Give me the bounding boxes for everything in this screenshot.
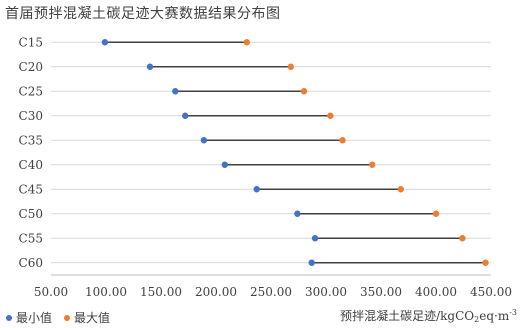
x-axis-label-prefix: 预拌混凝土碳足迹/kgCO bbox=[340, 309, 475, 323]
max-point bbox=[287, 63, 294, 70]
min-point bbox=[101, 39, 109, 46]
min-point bbox=[200, 137, 208, 144]
x-axis-label-mid: eq·m bbox=[479, 309, 510, 323]
y-tick-label: C55 bbox=[19, 231, 43, 245]
min-point bbox=[146, 63, 154, 70]
legend-max-label: 最大值 bbox=[74, 311, 111, 325]
legend-item-max: 最大值 bbox=[64, 309, 110, 326]
x-tick-label: 50.00 bbox=[34, 285, 68, 299]
y-tick-label: C60 bbox=[19, 256, 43, 270]
x-tick-label: 350.00 bbox=[360, 285, 402, 299]
y-tick-label: C30 bbox=[19, 109, 43, 123]
max-point bbox=[432, 210, 440, 217]
min-point bbox=[253, 186, 260, 193]
x-tick-label: 250.00 bbox=[250, 285, 292, 299]
max-point bbox=[327, 112, 334, 119]
max-point bbox=[300, 88, 308, 95]
legend-min-label: 最小值 bbox=[16, 311, 53, 325]
max-point bbox=[397, 186, 404, 193]
max-point bbox=[459, 235, 466, 242]
x-tick-label: 100.00 bbox=[85, 285, 127, 299]
x-tick-label: 400.00 bbox=[415, 285, 457, 299]
max-point bbox=[339, 137, 346, 144]
legend: 最小值 最大值 bbox=[6, 309, 122, 326]
min-point bbox=[311, 235, 319, 242]
chart-title: 首届预拌混凝土碳足迹大赛数据结果分布图 bbox=[5, 6, 281, 22]
y-tick-label: C20 bbox=[19, 60, 43, 74]
min-point bbox=[294, 210, 301, 217]
min-point bbox=[308, 259, 315, 266]
y-tick-label: C35 bbox=[19, 133, 43, 147]
x-tick-label: 150.00 bbox=[140, 285, 182, 299]
legend-item-min: 最小值 bbox=[6, 309, 52, 326]
y-tick-label: C50 bbox=[19, 207, 43, 221]
x-axis-label-sub: 2 bbox=[474, 315, 480, 324]
max-point bbox=[482, 259, 489, 266]
legend-min-marker bbox=[6, 314, 12, 321]
y-tick-label: C15 bbox=[19, 35, 43, 49]
y-tick-label: C40 bbox=[19, 158, 43, 172]
x-tick-label: 200.00 bbox=[195, 285, 237, 299]
y-tick-label: C45 bbox=[19, 182, 43, 196]
x-tick-label: 300.00 bbox=[305, 285, 347, 299]
x-tick-label: 450.00 bbox=[470, 285, 512, 299]
max-point bbox=[369, 161, 376, 168]
x-axis-label-sup: -3 bbox=[509, 308, 517, 317]
y-tick-label: C25 bbox=[19, 84, 43, 98]
x-axis-label: 预拌混凝土碳足迹/kgCO2eq·m-3 bbox=[340, 307, 517, 324]
max-point bbox=[243, 39, 250, 46]
min-point bbox=[182, 112, 189, 119]
min-point bbox=[221, 161, 228, 168]
min-point bbox=[172, 88, 179, 95]
legend-max-marker bbox=[64, 314, 71, 321]
